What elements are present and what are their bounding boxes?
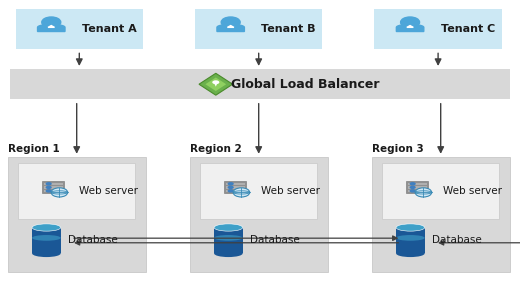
Text: Web server: Web server [79,186,138,196]
Text: Region 2: Region 2 [190,144,242,154]
Circle shape [233,188,250,197]
FancyBboxPatch shape [195,9,322,49]
Text: Region 3: Region 3 [372,144,424,154]
Polygon shape [199,73,232,95]
Polygon shape [44,186,62,189]
Text: Web server: Web server [443,186,502,196]
Circle shape [46,186,52,189]
Circle shape [221,17,240,27]
Circle shape [212,80,219,84]
Text: Tenant B: Tenant B [261,24,316,34]
FancyBboxPatch shape [8,157,146,272]
FancyBboxPatch shape [200,163,317,219]
Polygon shape [214,228,243,253]
Ellipse shape [32,250,61,257]
FancyBboxPatch shape [407,181,428,192]
Text: Tenant A: Tenant A [82,24,137,34]
FancyBboxPatch shape [18,163,135,219]
Text: Database: Database [251,236,300,245]
Text: Database: Database [69,236,118,245]
Polygon shape [214,82,218,87]
Polygon shape [227,26,234,27]
FancyBboxPatch shape [374,9,502,49]
FancyBboxPatch shape [225,181,246,192]
Polygon shape [396,228,425,253]
Circle shape [228,186,234,189]
FancyBboxPatch shape [382,163,499,219]
Circle shape [51,188,68,197]
FancyBboxPatch shape [16,9,143,49]
Polygon shape [217,24,244,31]
Polygon shape [226,186,244,189]
Text: Database: Database [433,236,482,245]
Circle shape [400,17,420,27]
Polygon shape [407,26,413,27]
FancyBboxPatch shape [43,181,64,192]
Ellipse shape [396,224,425,231]
Text: Tenant C: Tenant C [440,24,495,34]
Text: Global Load Balancer: Global Load Balancer [231,78,380,91]
Circle shape [410,186,416,189]
Ellipse shape [214,235,243,241]
Text: Region 1: Region 1 [8,144,60,154]
Polygon shape [205,77,226,91]
Circle shape [42,17,61,27]
Polygon shape [408,183,426,185]
Polygon shape [408,186,426,189]
Ellipse shape [214,224,243,231]
Ellipse shape [32,235,61,241]
Circle shape [46,182,52,185]
Polygon shape [44,183,62,185]
Polygon shape [226,190,244,192]
Ellipse shape [214,250,243,257]
Polygon shape [37,24,65,31]
Circle shape [46,189,52,193]
FancyBboxPatch shape [190,157,328,272]
FancyBboxPatch shape [10,69,510,99]
Circle shape [228,182,234,185]
Polygon shape [44,190,62,192]
Polygon shape [226,183,244,185]
Circle shape [410,189,416,193]
FancyBboxPatch shape [372,157,510,272]
Text: Web server: Web server [261,186,320,196]
Ellipse shape [396,250,425,257]
Ellipse shape [32,224,61,231]
Polygon shape [48,26,55,27]
Polygon shape [396,24,424,31]
Polygon shape [32,228,61,253]
Polygon shape [408,190,426,192]
Ellipse shape [396,235,425,241]
Circle shape [410,182,416,185]
Circle shape [415,188,432,197]
Circle shape [228,189,234,193]
